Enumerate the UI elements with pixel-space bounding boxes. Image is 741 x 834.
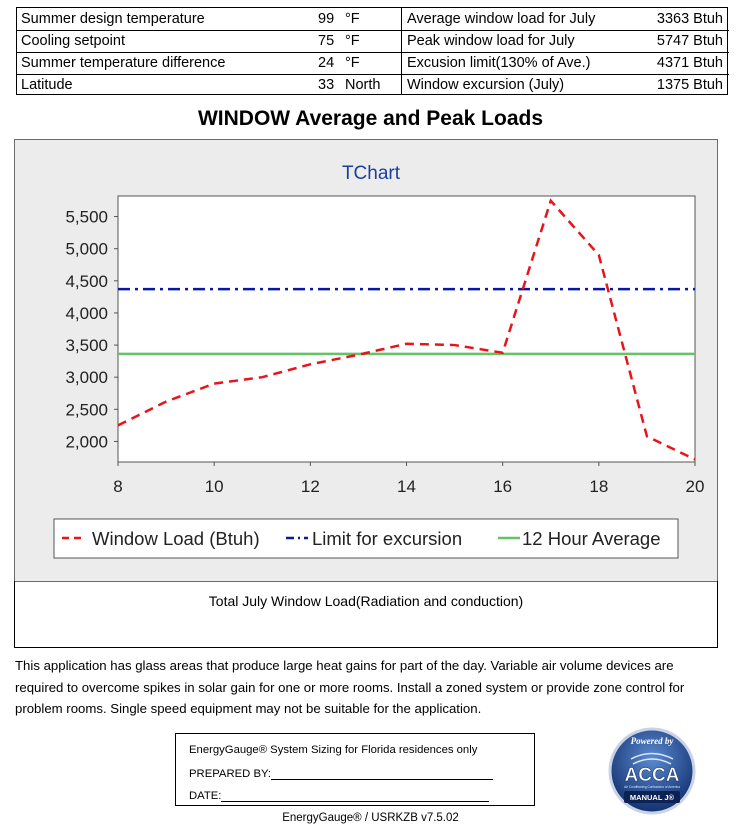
summary-row: Cooling setpoint 75 °F xyxy=(17,30,401,53)
summary-row: Window excursion (July) 1375 Btuh xyxy=(401,74,729,96)
row-label: Peak window load for July xyxy=(407,33,575,49)
row-label: Excusion limit(130% of Ave.) xyxy=(407,55,591,71)
y-tick-label: 3,500 xyxy=(65,336,108,355)
logo-sub: Air Conditioning Contractors of America xyxy=(624,785,680,789)
x-tick-label: 18 xyxy=(589,477,608,496)
prepared-by-label: PREPARED BY: xyxy=(189,768,272,780)
y-tick-label: 5,500 xyxy=(65,208,108,227)
chart-caption: Total July Window Load(Radiation and con… xyxy=(208,593,524,609)
y-tick-label: 3,000 xyxy=(65,368,108,387)
summary-row: Average window load for July 3363 Btuh xyxy=(401,8,729,31)
summary-row: Peak window load for July 5747 Btuh xyxy=(401,30,729,53)
y-tick-label: 2,500 xyxy=(65,400,108,419)
row-unit: °F xyxy=(345,33,360,49)
prepared-by-blank xyxy=(271,767,494,780)
plot-area xyxy=(117,195,696,463)
row-value: 1375 Btuh xyxy=(656,77,723,93)
logo-manual: MANUAL J® xyxy=(630,793,675,802)
summary-row: Summer design temperature 99 °F xyxy=(17,8,401,31)
row-label: Average window load for July xyxy=(407,11,596,27)
legend-box xyxy=(53,518,679,559)
row-label: Window excursion (July) xyxy=(407,77,565,93)
logo-name: ACCA xyxy=(625,765,680,786)
row-value: 75 xyxy=(318,33,335,49)
date-line: DATE: xyxy=(189,789,490,802)
legend: Window Load (Btuh) Limit for excursion 12 … xyxy=(53,518,679,559)
summary-table: Summer design temperature 99 °F Cooling … xyxy=(16,7,729,95)
legend-label: Window Load (Btuh) xyxy=(92,528,260,549)
x-tick-label: 12 xyxy=(301,477,320,496)
page-title: WINDOW Average and Peak Loads xyxy=(197,107,544,130)
caption-box: Total July Window Load(Radiation and con… xyxy=(14,581,718,648)
y-tick-label: 4,000 xyxy=(65,304,108,323)
row-unit: North xyxy=(345,77,381,93)
row-unit: °F xyxy=(345,11,360,27)
summary-row: Excusion limit(130% of Ave.) 4371 Btuh xyxy=(401,52,729,75)
row-label: Summer temperature difference xyxy=(21,55,226,71)
series-line xyxy=(117,198,696,461)
signature-box: EnergyGauge® System Sizing for Florida r… xyxy=(175,733,535,806)
y-tick-label: 5,000 xyxy=(65,240,108,259)
row-label: Cooling setpoint xyxy=(21,33,125,49)
x-tick-label: 10 xyxy=(205,477,224,496)
y-tick-label: 4,500 xyxy=(65,272,108,291)
row-value: 99 xyxy=(318,11,335,27)
row-value: 5747 Btuh xyxy=(656,33,723,49)
x-tick-label: 16 xyxy=(493,477,512,496)
x-axis: 8 10 12 14 16 18 20 xyxy=(113,462,704,496)
y-tick-label: 2,000 xyxy=(65,432,108,451)
legend-label: Limit for excursion xyxy=(312,528,462,549)
series-group xyxy=(117,198,696,461)
x-tick-label: 14 xyxy=(397,477,416,496)
date-blank xyxy=(221,789,490,802)
row-value: 33 xyxy=(318,77,335,93)
acca-logo: Powered by ACCA Air Conditioning Contrac… xyxy=(608,727,696,815)
x-tick-label: 8 xyxy=(113,477,122,496)
row-label: Latitude xyxy=(21,77,73,93)
row-label: Summer design temperature xyxy=(21,11,205,27)
legend-label: 12 Hour Average xyxy=(522,528,661,549)
notes-paragraph: This application has glass areas that pr… xyxy=(15,658,685,716)
summary-left-column: Summer design temperature 99 °F Cooling … xyxy=(17,8,402,94)
summary-row: Summer temperature difference 24 °F xyxy=(17,52,401,75)
y-axis: 2,000 2,500 3,000 3,500 4,000 4,500 5,000 5,500 xyxy=(65,208,118,451)
row-value: 4371 Btuh xyxy=(656,55,723,71)
chart-title: TChart xyxy=(342,163,401,184)
row-value: 24 xyxy=(318,55,335,71)
sign-box-heading: EnergyGauge® System Sizing for Florida r… xyxy=(189,744,478,756)
row-unit: °F xyxy=(345,55,360,71)
x-tick-label: 20 xyxy=(686,477,705,496)
logo-powered-by: Powered by xyxy=(631,736,675,746)
summary-right-column: Average window load for July 3363 Btuh P… xyxy=(401,8,729,94)
date-label: DATE: xyxy=(189,790,222,802)
row-value: 3363 Btuh xyxy=(656,11,723,27)
window-load-chart: 2,000 2,500 3,000 3,500 4,000 4,500 5,000 5,500… xyxy=(53,163,704,559)
footer-version: EnergyGauge® / USRKZB v7.5.02 xyxy=(282,812,459,824)
prepared-by-line: PREPARED BY: xyxy=(189,767,494,780)
summary-row: Latitude 33 North xyxy=(17,74,401,96)
